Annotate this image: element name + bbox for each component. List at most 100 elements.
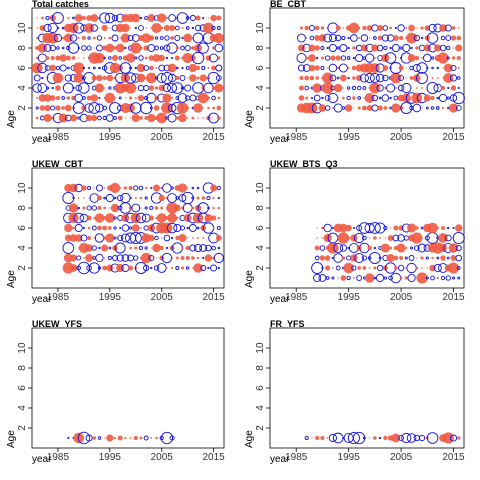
- negative-residual-bubble: [144, 95, 149, 101]
- negative-residual-bubble: [351, 265, 357, 271]
- positive-residual-bubble: [442, 432, 454, 444]
- x-tick-label: 1995: [99, 292, 122, 303]
- negative-residual-bubble: [326, 46, 329, 50]
- negative-residual-bubble: [113, 116, 117, 120]
- negative-residual-bubble: [350, 34, 358, 42]
- positive-residual-bubble: [441, 86, 445, 90]
- positive-residual-bubble: [197, 236, 200, 240]
- positive-residual-bubble: [212, 196, 215, 200]
- negative-residual-bubble: [131, 203, 141, 213]
- negative-residual-bubble: [138, 25, 144, 31]
- negative-residual-bubble: [37, 62, 48, 74]
- negative-residual-bubble: [95, 184, 103, 192]
- negative-residual-bubble: [416, 62, 428, 74]
- negative-residual-bubble: [375, 73, 385, 83]
- positive-residual-bubble: [316, 227, 318, 229]
- negative-residual-bubble: [170, 186, 174, 190]
- positive-residual-bubble: [36, 97, 39, 99]
- negative-residual-bubble: [91, 205, 97, 211]
- negative-residual-bubble: [206, 195, 211, 201]
- positive-residual-bubble: [143, 45, 149, 51]
- positive-residual-bubble: [183, 33, 193, 43]
- positive-residual-bubble: [352, 46, 356, 50]
- positive-residual-bubble: [81, 105, 87, 111]
- positive-residual-bubble: [170, 266, 174, 270]
- positive-residual-bubble: [398, 35, 404, 41]
- positive-residual-bubble: [314, 45, 320, 51]
- negative-residual-bubble: [175, 266, 180, 270]
- positive-residual-bubble: [342, 87, 345, 89]
- negative-residual-bubble: [440, 35, 446, 41]
- positive-residual-bubble: [299, 75, 304, 81]
- negative-residual-bubble: [354, 253, 365, 263]
- positive-residual-bubble: [81, 185, 87, 191]
- negative-residual-bubble: [355, 53, 364, 63]
- negative-residual-bubble: [92, 66, 96, 70]
- positive-residual-bubble: [311, 437, 313, 439]
- negative-residual-bubble: [430, 56, 435, 60]
- negative-residual-bubble: [191, 186, 195, 190]
- negative-residual-bubble: [202, 16, 205, 20]
- positive-residual-bubble: [456, 35, 462, 41]
- negative-residual-bubble: [200, 265, 207, 271]
- positive-residual-bubble: [90, 14, 99, 22]
- positive-residual-bubble: [448, 243, 459, 253]
- positive-residual-bubble: [398, 65, 404, 71]
- negative-residual-bubble: [197, 202, 209, 214]
- positive-residual-bubble: [436, 77, 439, 79]
- bubble-layer: [67, 431, 175, 445]
- negative-residual-bubble: [74, 224, 83, 232]
- positive-residual-bubble: [437, 437, 439, 439]
- positive-residual-bubble: [305, 96, 309, 100]
- positive-residual-bubble: [207, 66, 210, 70]
- negative-residual-bubble: [362, 86, 367, 90]
- positive-residual-bubble: [367, 245, 372, 251]
- negative-residual-bubble: [408, 255, 415, 261]
- positive-residual-bubble: [389, 26, 392, 30]
- positive-residual-bubble: [298, 95, 305, 101]
- negative-residual-bubble: [365, 53, 375, 63]
- x-tick-label: 2015: [442, 292, 465, 303]
- negative-residual-bubble: [346, 275, 351, 281]
- panel-title: BE_CBT: [270, 0, 307, 9]
- positive-residual-bubble: [441, 226, 445, 230]
- x-tick-label: 2015: [202, 132, 225, 143]
- positive-residual-bubble: [185, 245, 190, 251]
- positive-residual-bubble: [362, 266, 367, 270]
- positive-residual-bubble: [160, 206, 164, 210]
- positive-residual-bubble: [416, 272, 428, 284]
- negative-residual-bubble: [169, 435, 175, 441]
- negative-residual-bubble: [165, 246, 168, 250]
- negative-residual-bubble: [456, 76, 461, 80]
- negative-residual-bubble: [104, 12, 116, 24]
- negative-residual-bubble: [45, 15, 50, 21]
- positive-residual-bubble: [84, 23, 95, 33]
- positive-residual-bubble: [320, 26, 325, 30]
- negative-residual-bubble: [67, 436, 70, 440]
- negative-residual-bubble: [420, 36, 424, 40]
- negative-residual-bubble: [64, 74, 72, 82]
- negative-residual-bubble: [106, 114, 114, 122]
- positive-residual-bubble: [65, 55, 71, 61]
- positive-residual-bubble: [124, 82, 137, 94]
- positive-residual-bubble: [340, 74, 347, 82]
- positive-residual-bubble: [450, 35, 457, 41]
- negative-residual-bubble: [446, 45, 451, 51]
- negative-residual-bubble: [178, 194, 187, 202]
- positive-residual-bubble: [102, 225, 108, 231]
- negative-residual-bubble: [121, 254, 130, 262]
- negative-residual-bubble: [426, 66, 429, 70]
- negative-residual-bubble: [76, 255, 82, 261]
- negative-residual-bubble: [428, 23, 437, 33]
- positive-residual-bubble: [308, 54, 316, 62]
- positive-residual-bubble: [45, 56, 50, 60]
- positive-residual-bubble: [88, 87, 90, 89]
- x-tick-label: 1995: [338, 132, 361, 143]
- positive-residual-bubble: [405, 246, 408, 250]
- negative-residual-bubble: [134, 26, 137, 30]
- positive-residual-bubble: [448, 103, 459, 113]
- positive-residual-bubble: [125, 53, 136, 63]
- negative-residual-bubble: [108, 86, 112, 90]
- negative-residual-bubble: [211, 95, 216, 101]
